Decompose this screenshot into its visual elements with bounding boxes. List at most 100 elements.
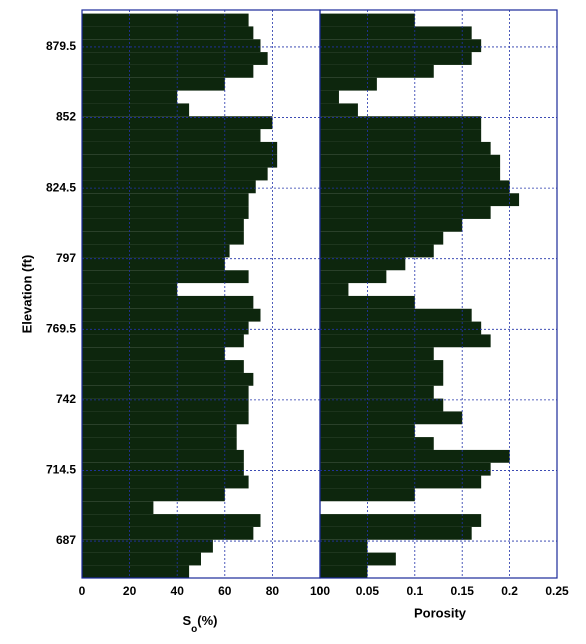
bar (82, 39, 261, 53)
y-tick-label: 687 (56, 533, 76, 547)
bar (82, 154, 278, 168)
bar (82, 295, 254, 309)
bar (82, 193, 249, 207)
bar (320, 283, 349, 296)
bar (320, 526, 472, 540)
bar (320, 308, 472, 322)
x-tick-label: 0 (317, 584, 324, 598)
bar (82, 360, 244, 373)
x-tick-label: 60 (218, 584, 232, 598)
bar (320, 411, 463, 425)
bar (320, 231, 444, 245)
bar (320, 385, 434, 399)
bar (320, 437, 434, 450)
bar (82, 552, 201, 566)
y-tick-label: 714.5 (46, 463, 76, 477)
bar (320, 39, 482, 53)
y-tick-label: 769.5 (46, 321, 76, 335)
bar (82, 64, 254, 78)
bar (82, 462, 244, 476)
bar (82, 411, 249, 425)
x-tick-label: 40 (171, 584, 185, 598)
bar (82, 539, 213, 553)
bar (82, 321, 249, 335)
bar (320, 77, 377, 91)
bar (82, 449, 244, 463)
bar (320, 90, 339, 104)
bar (82, 347, 225, 361)
bar (320, 52, 472, 65)
x-tick-label: 20 (123, 584, 137, 598)
y-tick-label: 879.5 (46, 39, 76, 53)
x-tick-label: 0.05 (356, 584, 380, 598)
bar (320, 64, 434, 78)
y-tick-label: 797 (56, 251, 76, 265)
x-tick-label: 0.2 (501, 584, 518, 598)
bar (82, 218, 244, 232)
x-axis-label-main: S (183, 613, 192, 628)
bar (82, 180, 256, 194)
bar (82, 167, 268, 181)
bar (320, 129, 482, 142)
x-tick-label: 100 (310, 584, 330, 598)
bar (82, 231, 244, 245)
bar (82, 13, 249, 27)
bar (320, 347, 434, 361)
bar (82, 308, 261, 322)
bar (320, 167, 501, 181)
bar (82, 565, 190, 578)
bar (320, 462, 491, 476)
bar (82, 26, 254, 40)
y-axis-label: Elevation (ft) (19, 255, 34, 334)
y-tick-label: 852 (56, 110, 76, 124)
bar (82, 206, 249, 219)
bar (320, 26, 472, 40)
bar (82, 270, 249, 284)
bar (82, 283, 178, 296)
bar (320, 552, 396, 566)
y-tick-label: 742 (56, 392, 76, 406)
bar (320, 244, 434, 258)
y-tick-label: 824.5 (46, 180, 76, 194)
bar (82, 90, 178, 104)
bar (320, 321, 482, 335)
bar (320, 475, 482, 489)
bar (82, 77, 225, 91)
bar (82, 475, 249, 489)
bar (320, 141, 491, 155)
bar (82, 385, 249, 399)
plot-frame (319, 9, 558, 579)
bar (82, 398, 249, 412)
bar (82, 488, 225, 502)
x-tick-label: 80 (266, 584, 280, 598)
bar (320, 398, 444, 412)
bar (82, 244, 230, 258)
bar (320, 514, 482, 527)
bar (320, 116, 482, 130)
bar (320, 372, 444, 386)
bar (82, 372, 254, 386)
bar (82, 514, 261, 527)
bar (82, 52, 268, 65)
bar (320, 360, 444, 373)
bar (82, 103, 190, 117)
bar (82, 437, 237, 450)
bar (82, 257, 225, 271)
x-axis-label: So(%) (183, 613, 218, 634)
bar (82, 334, 244, 348)
bar (82, 141, 278, 155)
bar (320, 13, 415, 27)
x-tick-label: 0.15 (451, 584, 475, 598)
bar (320, 257, 406, 271)
bar (320, 206, 491, 219)
x-tick-label: 0.1 (406, 584, 423, 598)
bar (320, 565, 368, 578)
x-tick-label: 0 (79, 584, 86, 598)
bar (320, 193, 520, 207)
x-tick-label: 0.25 (545, 584, 569, 598)
bar (82, 501, 154, 515)
x-axis-label-sub: o (191, 624, 197, 635)
bar (82, 424, 237, 438)
bar (82, 526, 254, 540)
